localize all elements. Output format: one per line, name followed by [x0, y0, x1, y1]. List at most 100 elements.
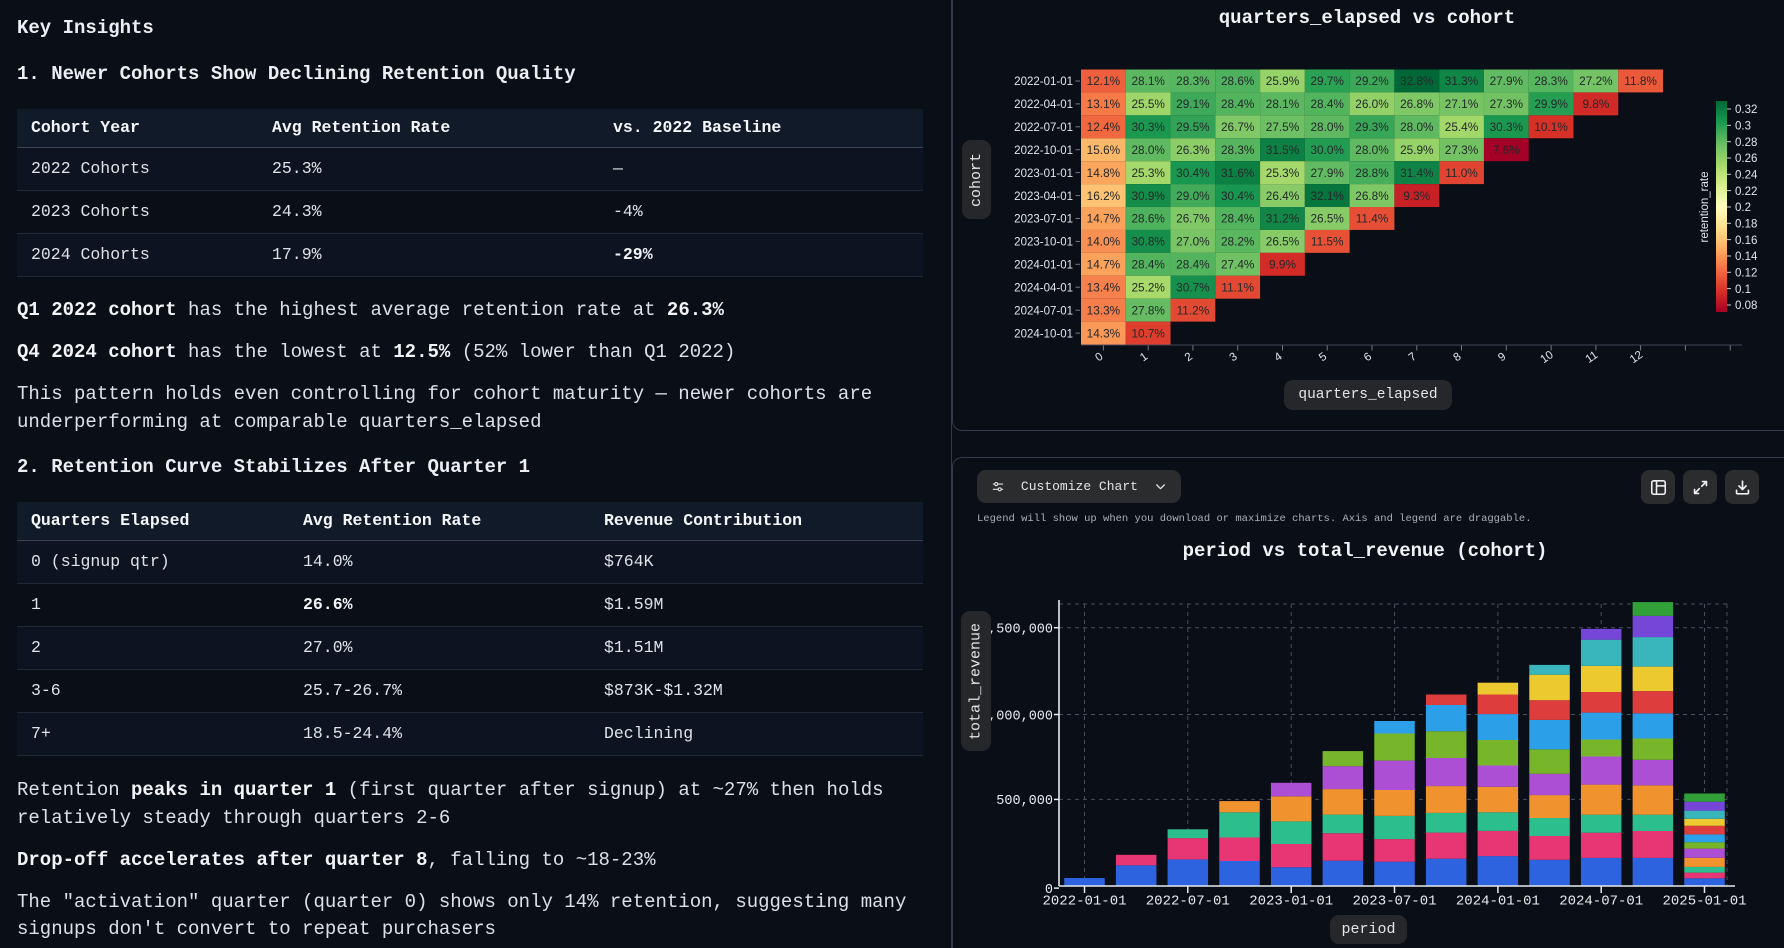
svg-text:26.4%: 26.4% — [1266, 189, 1300, 203]
svg-text:3: 3 — [1228, 351, 1240, 365]
svg-text:0.08: 0.08 — [1735, 300, 1757, 312]
svg-text:2023-01-01: 2023-01-01 — [1014, 168, 1073, 180]
svg-text:2022-10-01: 2022-10-01 — [1014, 145, 1073, 157]
svg-text:28.4%: 28.4% — [1221, 212, 1255, 226]
svg-text:0: 0 — [1045, 883, 1053, 898]
svg-text:2022-04-01: 2022-04-01 — [1014, 99, 1073, 111]
svg-text:28.6%: 28.6% — [1131, 212, 1165, 226]
svg-text:28.8%: 28.8% — [1355, 166, 1389, 180]
svg-text:26.5%: 26.5% — [1310, 212, 1344, 226]
svg-text:2022-01-01: 2022-01-01 — [1042, 894, 1126, 910]
svg-text:13.4%: 13.4% — [1087, 280, 1121, 294]
svg-text:26.7%: 26.7% — [1221, 120, 1255, 134]
svg-text:12.1%: 12.1% — [1087, 74, 1121, 88]
svg-text:30.0%: 30.0% — [1310, 143, 1344, 157]
svg-text:27.1%: 27.1% — [1445, 97, 1479, 111]
svg-text:25.9%: 25.9% — [1400, 143, 1434, 157]
svg-text:15.6%: 15.6% — [1087, 143, 1121, 157]
svg-text:31.4%: 31.4% — [1400, 166, 1434, 180]
svg-text:0.32: 0.32 — [1735, 104, 1757, 116]
svg-text:2022-07-01: 2022-07-01 — [1146, 894, 1230, 910]
svg-text:period vs total_revenue (cohor: period vs total_revenue (cohort) — [1183, 540, 1548, 562]
svg-text:10.1%: 10.1% — [1534, 120, 1568, 134]
svg-text:5: 5 — [1317, 351, 1329, 365]
svg-text:11.1%: 11.1% — [1221, 280, 1254, 294]
svg-text:32.1%: 32.1% — [1310, 189, 1344, 203]
svg-text:28.3%: 28.3% — [1176, 74, 1210, 88]
svg-text:2024-01-01: 2024-01-01 — [1456, 894, 1540, 910]
svg-text:26.7%: 26.7% — [1176, 212, 1210, 226]
svg-text:2024-07-01: 2024-07-01 — [1014, 305, 1073, 317]
svg-text:28.3%: 28.3% — [1534, 74, 1568, 88]
svg-text:9.8%: 9.8% — [1582, 97, 1609, 111]
svg-text:28.4%: 28.4% — [1131, 258, 1165, 272]
svg-text:11: 11 — [1584, 349, 1601, 366]
svg-text:26.0%: 26.0% — [1355, 97, 1389, 111]
svg-text:28.4%: 28.4% — [1310, 97, 1344, 111]
svg-text:28.6%: 28.6% — [1221, 74, 1255, 88]
svg-text:2: 2 — [1183, 351, 1195, 365]
svg-text:2025-01-01: 2025-01-01 — [1662, 894, 1746, 910]
svg-text:0.1: 0.1 — [1735, 284, 1751, 296]
svg-text:2023-07-01: 2023-07-01 — [1014, 214, 1073, 226]
svg-text:28.3%: 28.3% — [1221, 143, 1255, 157]
svg-text:0.3: 0.3 — [1735, 121, 1751, 133]
svg-text:7.6%: 7.6% — [1493, 143, 1520, 157]
svg-text:0: 0 — [1093, 351, 1105, 365]
svg-text:0.16: 0.16 — [1735, 235, 1757, 247]
svg-text:26.8%: 26.8% — [1355, 189, 1389, 203]
svg-text:quarters_elapsed vs cohort: quarters_elapsed vs cohort — [1219, 7, 1515, 29]
svg-text:29.5%: 29.5% — [1176, 120, 1210, 134]
svg-text:29.2%: 29.2% — [1355, 74, 1389, 88]
svg-text:29.9%: 29.9% — [1534, 97, 1568, 111]
svg-text:2022-07-01: 2022-07-01 — [1014, 122, 1073, 134]
svg-text:9: 9 — [1496, 351, 1508, 365]
svg-text:4: 4 — [1272, 350, 1285, 364]
svg-text:28.4%: 28.4% — [1221, 97, 1255, 111]
svg-text:30.8%: 30.8% — [1131, 235, 1165, 249]
svg-text:,000,000: ,000,000 — [988, 709, 1053, 724]
svg-text:11.5%: 11.5% — [1311, 235, 1344, 249]
svg-text:27.8%: 27.8% — [1131, 303, 1165, 317]
svg-text:29.3%: 29.3% — [1355, 120, 1389, 134]
svg-text:0.2: 0.2 — [1735, 202, 1751, 214]
svg-text:12.4%: 12.4% — [1087, 120, 1121, 134]
svg-text:2023-04-01: 2023-04-01 — [1014, 191, 1073, 203]
svg-text:30.4%: 30.4% — [1176, 166, 1210, 180]
svg-text:30.3%: 30.3% — [1490, 120, 1524, 134]
svg-text:25.3%: 25.3% — [1131, 166, 1165, 180]
svg-text:27.2%: 27.2% — [1579, 74, 1613, 88]
svg-text:30.4%: 30.4% — [1221, 189, 1255, 203]
svg-text:2023-01-01: 2023-01-01 — [1249, 894, 1333, 910]
svg-text:6: 6 — [1362, 351, 1374, 365]
svg-text:28.2%: 28.2% — [1221, 235, 1255, 249]
svg-text:500,000: 500,000 — [996, 794, 1053, 809]
svg-text:2024-04-01: 2024-04-01 — [1014, 282, 1073, 294]
svg-text:8: 8 — [1451, 351, 1463, 365]
svg-text:25.9%: 25.9% — [1266, 74, 1300, 88]
svg-text:31.3%: 31.3% — [1445, 74, 1479, 88]
svg-text:2023-07-01: 2023-07-01 — [1352, 894, 1436, 910]
svg-text:26.5%: 26.5% — [1266, 235, 1300, 249]
svg-text:31.5%: 31.5% — [1266, 143, 1300, 157]
svg-text:25.2%: 25.2% — [1131, 280, 1165, 294]
svg-text:0.14: 0.14 — [1735, 251, 1758, 263]
svg-text:27.3%: 27.3% — [1490, 97, 1524, 111]
svg-text:29.0%: 29.0% — [1176, 189, 1210, 203]
svg-text:28.1%: 28.1% — [1131, 74, 1165, 88]
svg-text:32.8%: 32.8% — [1400, 74, 1434, 88]
svg-text:29.7%: 29.7% — [1310, 74, 1344, 88]
svg-text:retention_rate: retention_rate — [1699, 172, 1711, 243]
svg-text:27.0%: 27.0% — [1176, 235, 1210, 249]
svg-text:1: 1 — [1138, 351, 1150, 365]
svg-text:27.4%: 27.4% — [1221, 258, 1255, 272]
svg-text:9.3%: 9.3% — [1403, 189, 1430, 203]
svg-text:0.28: 0.28 — [1735, 137, 1757, 149]
svg-text:27.9%: 27.9% — [1490, 74, 1524, 88]
svg-text:14.3%: 14.3% — [1087, 326, 1121, 340]
svg-text:0.24: 0.24 — [1735, 170, 1758, 182]
svg-text:25.5%: 25.5% — [1131, 97, 1165, 111]
svg-text:9.9%: 9.9% — [1269, 258, 1296, 272]
svg-text:27.5%: 27.5% — [1266, 120, 1300, 134]
svg-text:27.9%: 27.9% — [1310, 166, 1344, 180]
